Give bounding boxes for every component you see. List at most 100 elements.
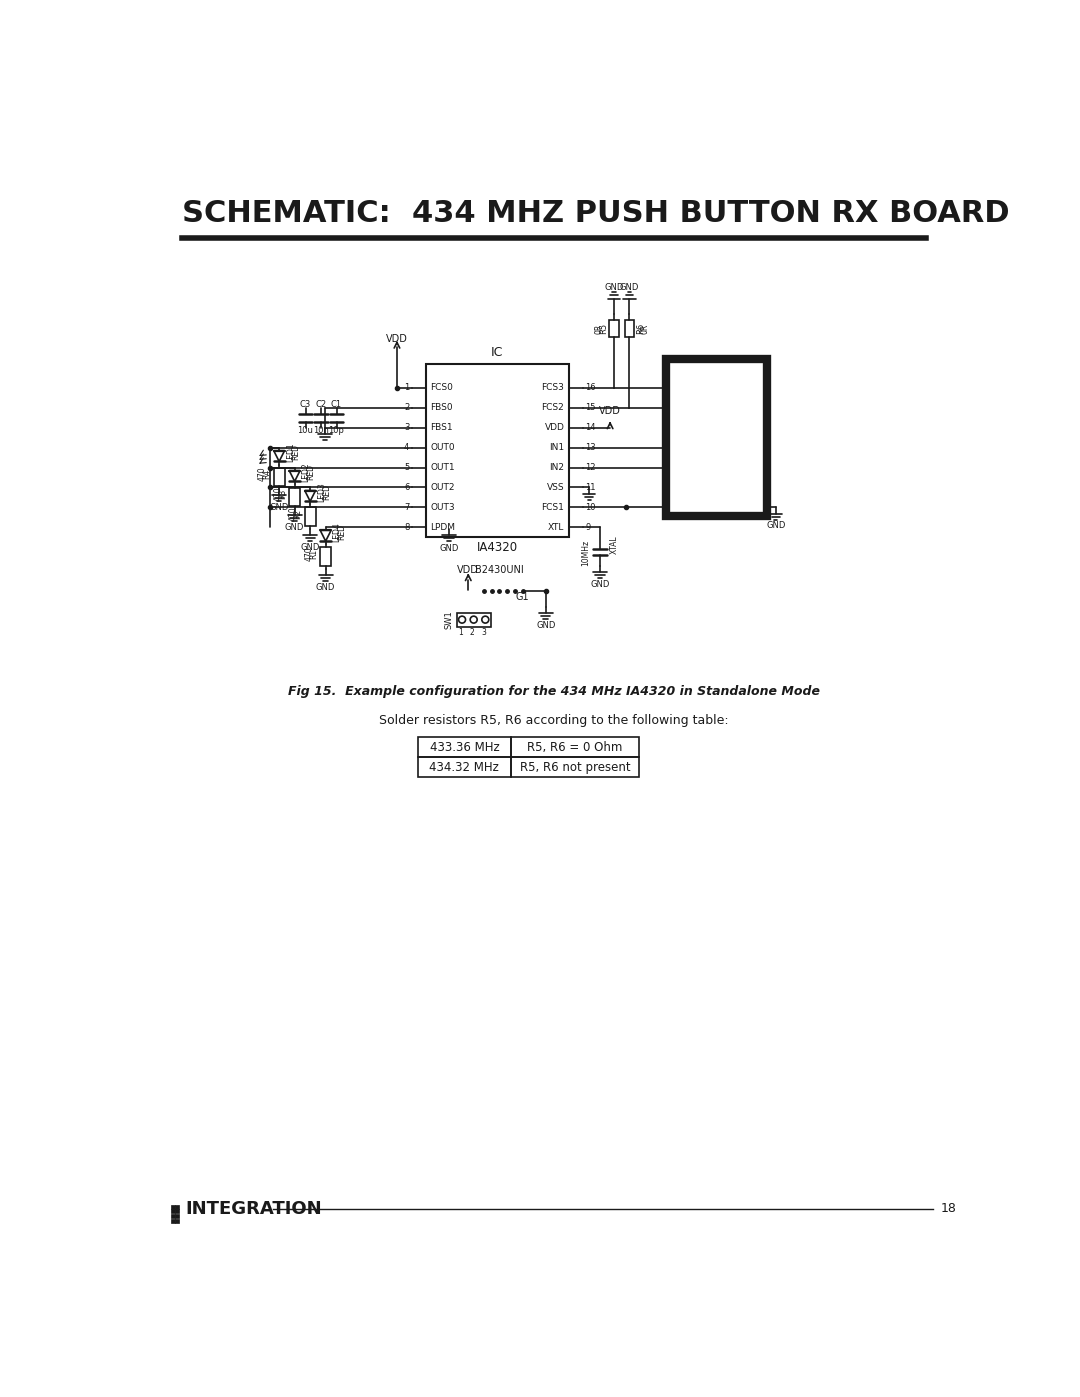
Text: GND: GND (591, 580, 610, 588)
Text: 1: 1 (404, 383, 409, 393)
Text: 7: 7 (404, 503, 409, 511)
Text: GND: GND (316, 583, 335, 592)
Text: 10n: 10n (313, 426, 329, 436)
Bar (175, 1204, 179, 1208)
Text: R5, R6 not present: R5, R6 not present (519, 761, 630, 774)
Text: 10u: 10u (298, 426, 313, 436)
Text: IC: IC (491, 346, 503, 359)
Text: INTEGRATION: INTEGRATION (186, 1200, 322, 1218)
Text: 433.36 MHz: 433.36 MHz (430, 740, 499, 754)
Text: R5, R6 = 0 Ohm: R5, R6 = 0 Ohm (527, 740, 622, 754)
Text: 4: 4 (404, 443, 409, 453)
Bar (625, 320, 634, 337)
Text: LPDM: LPDM (430, 522, 456, 532)
Text: VDD: VDD (544, 423, 565, 432)
Bar (175, 1218, 179, 1222)
Text: SW1: SW1 (445, 610, 454, 629)
Text: GND: GND (620, 284, 639, 292)
Text: RED: RED (291, 444, 300, 460)
Text: 1: 1 (458, 629, 463, 637)
Text: R5: R5 (598, 323, 608, 334)
Text: R4: R4 (262, 468, 271, 479)
Text: GND: GND (300, 543, 320, 552)
Bar (511, 738, 638, 757)
Text: RED: RED (337, 524, 347, 539)
Text: RED: RED (322, 483, 330, 500)
Bar (171, 1204, 175, 1208)
Text: GND: GND (285, 522, 305, 532)
Text: LED1: LED1 (286, 443, 295, 462)
Text: OUT3: OUT3 (430, 503, 455, 511)
Text: 9: 9 (585, 522, 591, 532)
Text: FCS2: FCS2 (541, 404, 565, 412)
Text: 10p: 10p (328, 426, 345, 436)
Text: VDD: VDD (457, 566, 480, 576)
Text: 2: 2 (470, 629, 474, 637)
Text: B2430UNI: B2430UNI (475, 564, 524, 574)
Text: FCS3: FCS3 (541, 383, 565, 393)
Bar (426, 365, 569, 538)
Text: 6: 6 (404, 483, 409, 492)
Bar (321, 548, 332, 566)
Bar (171, 1210, 175, 1214)
Text: 3: 3 (482, 629, 486, 637)
Text: 10: 10 (585, 503, 596, 511)
Text: 0R: 0R (594, 324, 603, 334)
Bar (418, 738, 511, 757)
Bar (289, 488, 300, 506)
Text: 12: 12 (585, 462, 596, 472)
Text: 0R: 0R (640, 324, 649, 334)
Text: XTAL: XTAL (609, 535, 618, 555)
Text: R1: R1 (309, 549, 318, 559)
Text: GND: GND (605, 284, 623, 292)
Text: SCHEMATIC:  434 MHZ PUSH BUTTON RX BOARD: SCHEMATIC: 434 MHZ PUSH BUTTON RX BOARD (181, 198, 1009, 228)
Bar (175, 1214, 179, 1218)
Text: LED3: LED3 (318, 482, 326, 502)
Text: FCS1: FCS1 (541, 503, 565, 511)
Text: OUT2: OUT2 (430, 483, 455, 492)
Bar (171, 1218, 175, 1222)
Bar (305, 507, 315, 525)
Text: 10MHz: 10MHz (581, 539, 590, 566)
Text: C3: C3 (300, 400, 311, 409)
Text: RED: RED (307, 464, 315, 481)
Text: 13: 13 (585, 443, 596, 453)
Text: VDD: VDD (599, 405, 621, 416)
Text: GND: GND (766, 521, 785, 531)
Bar (171, 1214, 175, 1218)
Text: C2: C2 (315, 400, 326, 409)
Text: XTL: XTL (548, 522, 565, 532)
Text: GND: GND (440, 545, 459, 553)
Text: 470: 470 (258, 467, 267, 481)
Text: FBS0: FBS0 (430, 404, 453, 412)
Text: 8: 8 (404, 522, 409, 532)
Text: IN1: IN1 (550, 443, 565, 453)
Text: VSS: VSS (546, 483, 565, 492)
Text: OUT0: OUT0 (430, 443, 455, 453)
Text: GND: GND (536, 620, 555, 630)
Text: 14: 14 (585, 423, 596, 432)
Text: 16: 16 (585, 383, 596, 393)
Text: FCS0: FCS0 (430, 383, 454, 393)
Text: 11: 11 (585, 483, 596, 492)
Text: 18: 18 (941, 1203, 957, 1215)
Text: 470: 470 (273, 486, 282, 502)
Text: R3: R3 (278, 489, 287, 499)
Text: R2: R2 (294, 509, 302, 518)
Text: IN2: IN2 (550, 462, 565, 472)
Text: 15: 15 (585, 404, 596, 412)
Text: FBS1: FBS1 (430, 423, 453, 432)
Text: 3: 3 (404, 423, 409, 432)
Text: Solder resistors R5, R6 according to the following table:: Solder resistors R5, R6 according to the… (379, 714, 728, 726)
Text: 434.32 MHz: 434.32 MHz (430, 761, 499, 774)
Text: Fig 15.  Example configuration for the 434 MHz IA4320 in Standalone Mode: Fig 15. Example configuration for the 43… (287, 685, 820, 697)
Bar (511, 757, 638, 778)
Bar (418, 757, 511, 778)
Bar (175, 1210, 179, 1214)
Text: LED4: LED4 (333, 522, 341, 542)
Text: VDD: VDD (386, 334, 408, 344)
Text: C1: C1 (330, 400, 342, 409)
Text: G1: G1 (515, 592, 529, 602)
Bar (609, 320, 619, 337)
Text: GND: GND (270, 503, 288, 513)
